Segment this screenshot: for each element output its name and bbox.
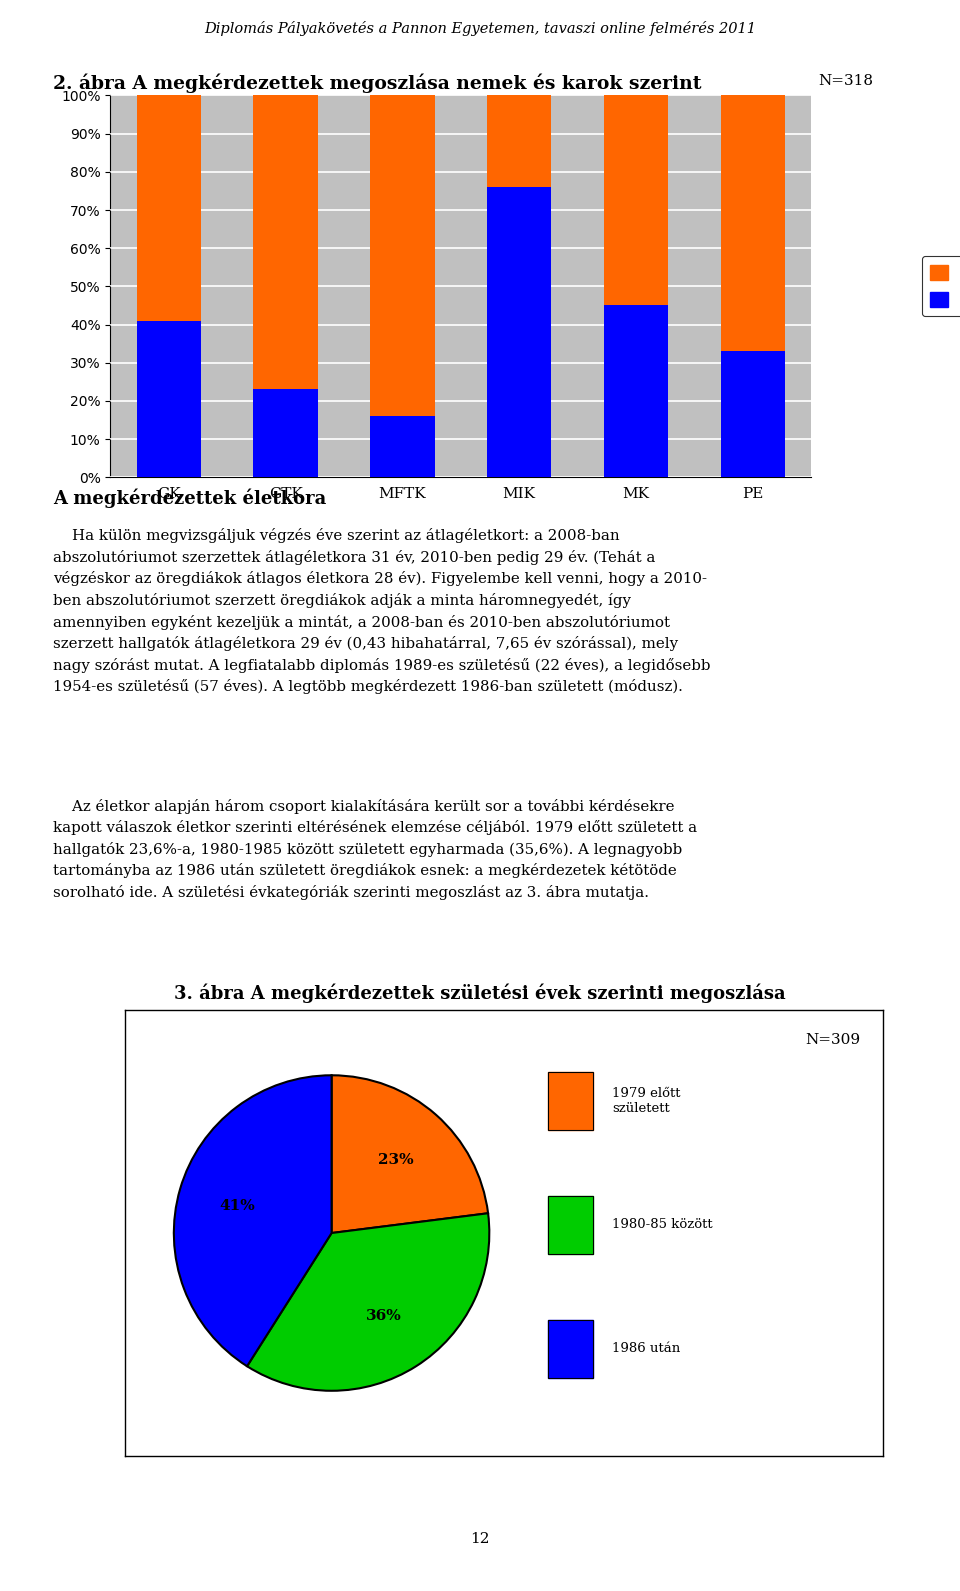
Wedge shape: [174, 1076, 331, 1367]
Bar: [548, 1196, 593, 1254]
Bar: [487, 188, 551, 477]
Text: 23%: 23%: [378, 1152, 414, 1166]
Bar: [136, 321, 201, 477]
Text: Diplomás Pályakövetés a Pannon Egyetemen, tavaszi online felmérés 2011: Diplomás Pályakövetés a Pannon Egyetemen…: [204, 21, 756, 37]
Bar: [548, 1072, 593, 1130]
Bar: [604, 305, 668, 477]
Text: A megkérdezettek életkora: A megkérdezettek életkora: [53, 488, 326, 508]
Text: 1986 után: 1986 után: [612, 1343, 681, 1356]
Bar: [548, 1196, 593, 1254]
Legend: Nő, Férfi: Nő, Férfi: [922, 256, 960, 317]
Text: 2. ábra A megkérdezettek megoszlása nemek és karok szerint: 2. ábra A megkérdezettek megoszlása neme…: [53, 73, 702, 92]
Bar: [253, 390, 318, 477]
Text: Ha külön megvizsgáljuk végzés éve szerint az átlagéletkort: a 2008-ban
abszolutó: Ha külön megvizsgáljuk végzés éve szerin…: [53, 528, 710, 694]
Text: 36%: 36%: [366, 1309, 402, 1322]
Bar: [548, 1321, 593, 1378]
Wedge shape: [247, 1214, 490, 1391]
Bar: [136, 95, 201, 321]
Bar: [548, 1072, 593, 1130]
Wedge shape: [331, 1076, 488, 1233]
Bar: [548, 1321, 593, 1378]
Bar: [371, 95, 435, 417]
Text: 1980-85 között: 1980-85 között: [612, 1219, 712, 1231]
Bar: [371, 417, 435, 477]
Text: 3. ábra A megkérdezettek születési évek szerinti megoszlása: 3. ábra A megkérdezettek születési évek …: [174, 983, 786, 1002]
Bar: [721, 95, 785, 352]
Bar: [253, 95, 318, 390]
Bar: [487, 95, 551, 188]
Text: N=318: N=318: [818, 73, 874, 88]
Bar: [604, 95, 668, 305]
Text: Az életkor alapján három csoport kialakítására került sor a további kérdésekre
k: Az életkor alapján három csoport kialakí…: [53, 799, 697, 901]
Text: 1979 előtt
született: 1979 előtt született: [612, 1087, 681, 1115]
Text: 41%: 41%: [220, 1198, 255, 1212]
Bar: [721, 352, 785, 477]
Text: 12: 12: [470, 1532, 490, 1546]
Text: N=309: N=309: [805, 1033, 860, 1047]
